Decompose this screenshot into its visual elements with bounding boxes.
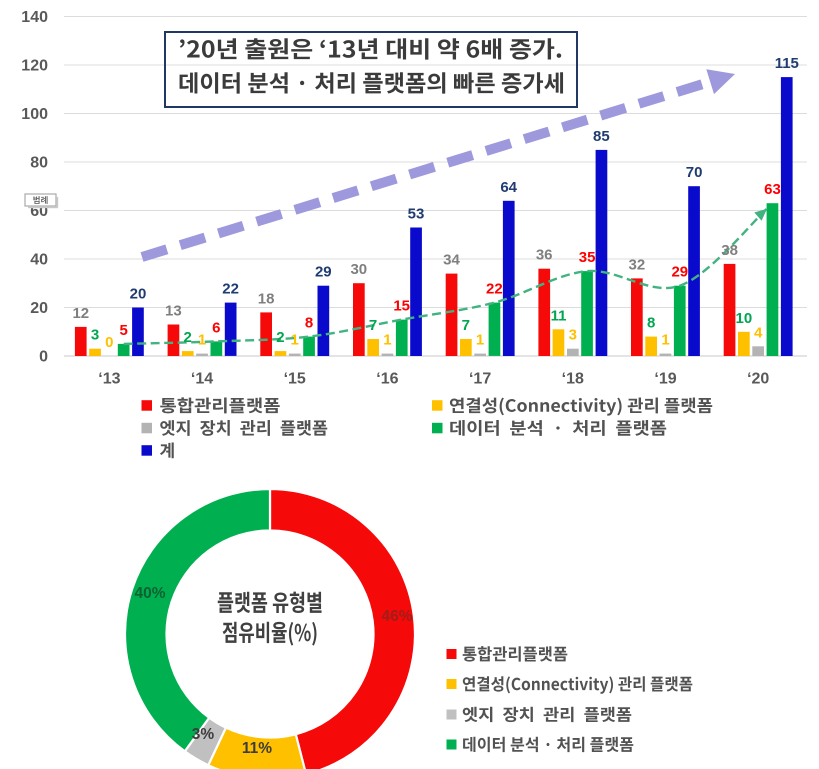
svg-text:0: 0 xyxy=(39,349,48,366)
svg-text:40%: 40% xyxy=(134,585,165,602)
svg-text:34: 34 xyxy=(443,252,460,269)
svg-text:140: 140 xyxy=(21,9,48,26)
svg-text:80: 80 xyxy=(30,155,48,172)
svg-text:1: 1 xyxy=(661,332,669,349)
svg-text:32: 32 xyxy=(629,256,646,273)
svg-text:‘18: ‘18 xyxy=(562,371,584,388)
svg-text:7: 7 xyxy=(369,317,377,334)
svg-text:40: 40 xyxy=(30,252,48,269)
svg-text:‘15: ‘15 xyxy=(284,371,306,388)
svg-text:10: 10 xyxy=(736,310,753,327)
svg-text:20: 20 xyxy=(30,300,48,317)
svg-text:8: 8 xyxy=(305,315,313,332)
svg-text:11%: 11% xyxy=(242,740,272,757)
svg-text:70: 70 xyxy=(686,164,703,181)
svg-text:2: 2 xyxy=(276,329,284,346)
svg-text:‘13: ‘13 xyxy=(98,371,120,388)
svg-text:13: 13 xyxy=(165,303,182,320)
svg-text:22: 22 xyxy=(486,281,503,298)
svg-text:3: 3 xyxy=(91,327,99,344)
svg-text:4: 4 xyxy=(754,324,763,341)
svg-text:63: 63 xyxy=(764,181,781,198)
svg-text:1: 1 xyxy=(383,332,391,349)
svg-text:38: 38 xyxy=(721,242,738,259)
svg-text:0: 0 xyxy=(105,334,113,351)
svg-text:5: 5 xyxy=(120,322,128,339)
svg-text:3: 3 xyxy=(569,327,577,344)
svg-text:3%: 3% xyxy=(192,726,215,743)
svg-text:85: 85 xyxy=(593,128,610,145)
svg-text:18: 18 xyxy=(258,290,275,307)
svg-text:‘16: ‘16 xyxy=(376,371,398,388)
svg-text:6: 6 xyxy=(212,319,220,336)
svg-text:1: 1 xyxy=(476,332,484,349)
svg-text:12: 12 xyxy=(72,305,89,322)
svg-text:‘14: ‘14 xyxy=(191,371,213,388)
svg-text:15: 15 xyxy=(393,298,410,315)
svg-text:29: 29 xyxy=(315,264,332,281)
svg-text:11: 11 xyxy=(551,307,567,324)
svg-text:46%: 46% xyxy=(381,608,412,625)
svg-text:115: 115 xyxy=(775,55,799,72)
svg-text:1: 1 xyxy=(198,332,206,349)
svg-text:100: 100 xyxy=(21,106,48,123)
svg-text:7: 7 xyxy=(462,317,470,334)
svg-text:35: 35 xyxy=(579,249,596,266)
svg-text:120: 120 xyxy=(21,58,48,75)
svg-text:36: 36 xyxy=(536,247,553,264)
svg-text:30: 30 xyxy=(350,261,367,278)
svg-text:‘20: ‘20 xyxy=(747,371,769,388)
svg-text:8: 8 xyxy=(647,315,655,332)
svg-text:2: 2 xyxy=(184,329,192,346)
svg-text:64: 64 xyxy=(500,179,517,196)
svg-text:1: 1 xyxy=(291,332,299,349)
svg-text:29: 29 xyxy=(671,264,688,281)
svg-text:53: 53 xyxy=(408,206,425,223)
svg-text:20: 20 xyxy=(130,286,147,303)
svg-text:22: 22 xyxy=(222,281,239,298)
svg-text:‘19: ‘19 xyxy=(654,371,676,388)
svg-text:‘17: ‘17 xyxy=(469,371,491,388)
